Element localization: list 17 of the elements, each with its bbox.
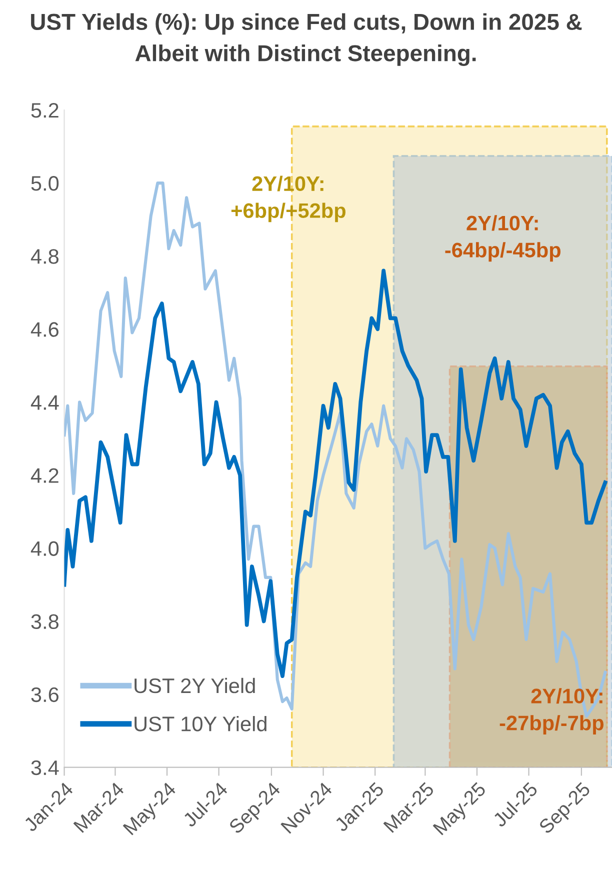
chart-title: UST Yields (%): Up since Fed cuts, Down in 2025 & Albeit with Distinct Steepening. — [31, 13, 582, 66]
band-label: 2Y/10Y: +6bp/+52bp — [231, 176, 346, 222]
y-tick-label: 4.6 — [30, 322, 58, 337]
legend-label: UST 2Y Yield — [134, 678, 255, 694]
y-tick-label: 4.2 — [30, 468, 58, 483]
y-tick-label: 4.8 — [30, 249, 58, 264]
line-series — [64, 268, 608, 678]
y-tick-label: 4.0 — [30, 541, 59, 556]
legend-label: UST 10Y Yield — [134, 716, 266, 732]
y-tick-label: 5.2 — [31, 103, 58, 118]
y-tick-label: 3.8 — [31, 614, 58, 630]
band-label: 2Y/10Y: -64bp/-45bp — [445, 215, 560, 262]
y-tick-label: 3.4 — [31, 760, 59, 776]
y-tick-label: 5.0 — [31, 176, 59, 191]
y-tick-label: 4.4 — [30, 395, 59, 410]
band-label: 2Y/10Y: -27bp/-7bp — [500, 688, 604, 734]
y-tick-label: 3.6 — [31, 687, 58, 702]
